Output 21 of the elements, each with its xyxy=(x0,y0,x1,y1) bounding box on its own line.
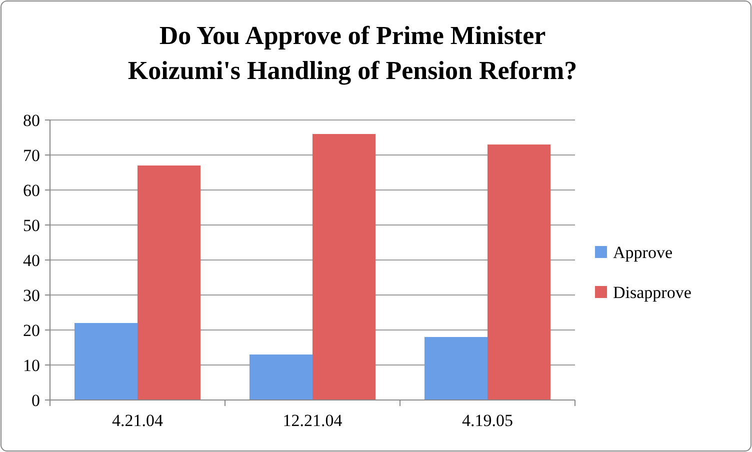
x-tick-label: 4.19.05 xyxy=(462,411,513,430)
x-tick-label: 12.21.04 xyxy=(282,411,343,430)
chart-title: Do You Approve of Prime Minister Koizumi's Handling of Pension Reform? xyxy=(128,21,578,85)
y-tick-label: 10 xyxy=(23,356,40,375)
y-tick-label: 20 xyxy=(23,320,40,340)
bar xyxy=(250,354,312,400)
y-tick-label: 50 xyxy=(23,216,40,235)
bar xyxy=(488,144,550,400)
legend-label: Disapprove xyxy=(613,282,692,302)
y-tick-label: 70 xyxy=(23,146,40,165)
bar xyxy=(424,337,488,400)
y-tick-label: 0 xyxy=(32,390,40,410)
bar xyxy=(312,134,376,400)
y-tick-label: 30 xyxy=(23,286,40,305)
legend-label: Approve xyxy=(613,242,672,262)
y-tick-label: 80 xyxy=(23,110,40,130)
y-tick-label: 40 xyxy=(23,250,40,270)
bar xyxy=(138,166,200,400)
x-tick-label: 4.21.04 xyxy=(112,411,164,430)
bar xyxy=(74,323,138,400)
y-tick-label: 60 xyxy=(23,180,40,200)
